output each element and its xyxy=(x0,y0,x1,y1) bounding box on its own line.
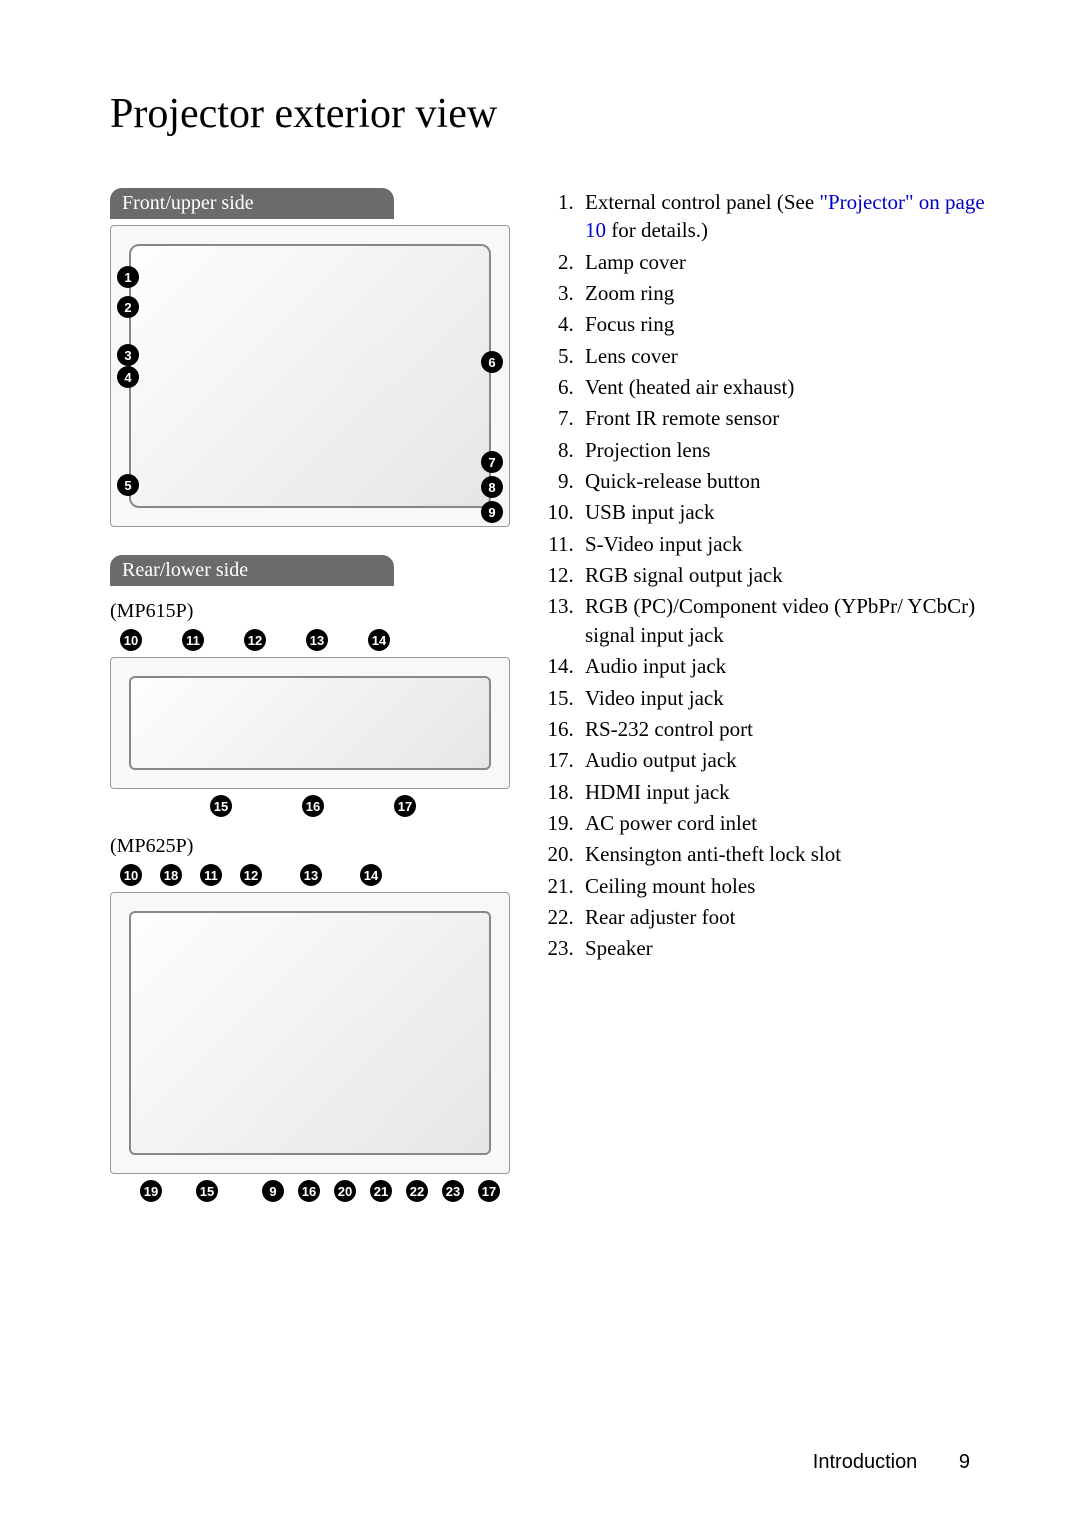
content-columns: Front/upper side 1 2 3 4 5 6 7 8 9 Rear/… xyxy=(110,188,990,1208)
legend-item-19: AC power cord inlet xyxy=(579,809,990,837)
legend-item-12: RGB signal output jack xyxy=(579,561,990,589)
legend-item-16: RS-232 control port xyxy=(579,715,990,743)
figure-rear-mp625p xyxy=(110,892,510,1174)
callout-17b: 17 xyxy=(478,1180,500,1202)
legend-item-14: Audio input jack xyxy=(579,652,990,680)
callout-7: 7 xyxy=(481,451,503,473)
section-tab-rear: Rear/lower side xyxy=(110,555,394,586)
rear2-top-callouts: 10 18 11 12 13 14 xyxy=(110,864,510,886)
callout-16b: 16 xyxy=(298,1180,320,1202)
callout-20: 20 xyxy=(334,1180,356,1202)
figure-rear-mp615p xyxy=(110,657,510,789)
callout-23: 23 xyxy=(442,1180,464,1202)
callout-10b: 10 xyxy=(120,864,142,886)
rear1-top-callouts: 10 11 12 13 14 xyxy=(110,629,510,651)
callout-22: 22 xyxy=(406,1180,428,1202)
projector-rear2-sketch xyxy=(129,911,491,1155)
callout-15b: 15 xyxy=(196,1180,218,1202)
rear1-bottom-callouts: 15 16 17 xyxy=(110,795,510,817)
legend-item-20: Kensington anti-theft lock slot xyxy=(579,840,990,868)
callout-19: 19 xyxy=(140,1180,162,1202)
figure-front-upper: 1 2 3 4 5 6 7 8 9 xyxy=(110,225,510,527)
callout-1: 1 xyxy=(117,266,139,288)
legend-item-4: Focus ring xyxy=(579,310,990,338)
callout-9: 9 xyxy=(481,501,503,523)
callout-5: 5 xyxy=(117,474,139,496)
legend-item-9: Quick-release button xyxy=(579,467,990,495)
legend-item-7: Front IR remote sensor xyxy=(579,404,990,432)
callout-12: 12 xyxy=(244,629,266,651)
callout-16: 16 xyxy=(302,795,324,817)
callout-14: 14 xyxy=(368,629,390,651)
legend-column: External control panel (See "Projector" … xyxy=(534,188,990,1208)
legend-text-1a: External control panel (See xyxy=(585,190,819,214)
legend-item-6: Vent (heated air exhaust) xyxy=(579,373,990,401)
legend-item-17: Audio output jack xyxy=(579,746,990,774)
legend-item-21: Ceiling mount holes xyxy=(579,872,990,900)
parts-legend: External control panel (See "Projector" … xyxy=(534,188,990,963)
callout-13b: 13 xyxy=(300,864,322,886)
callout-10: 10 xyxy=(120,629,142,651)
projector-rear1-sketch xyxy=(129,676,491,770)
model-label-mp615p: (MP615P) xyxy=(110,600,510,623)
callout-21: 21 xyxy=(370,1180,392,1202)
callout-15: 15 xyxy=(210,795,232,817)
callout-9b: 9 xyxy=(262,1180,284,1202)
callout-18: 18 xyxy=(160,864,182,886)
projector-front-sketch xyxy=(129,244,491,508)
legend-item-15: Video input jack xyxy=(579,684,990,712)
legend-item-11: S-Video input jack xyxy=(579,530,990,558)
callout-3: 3 xyxy=(117,344,139,366)
legend-item-18: HDMI input jack xyxy=(579,778,990,806)
callout-4: 4 xyxy=(117,366,139,388)
callout-11: 11 xyxy=(182,629,204,651)
legend-item-13: RGB (PC)/Component video (YPbPr/ YCbCr) … xyxy=(579,592,990,649)
legend-item-5: Lens cover xyxy=(579,342,990,370)
callout-2: 2 xyxy=(117,296,139,318)
callout-8: 8 xyxy=(481,476,503,498)
legend-item-8: Projection lens xyxy=(579,436,990,464)
legend-item-1: External control panel (See "Projector" … xyxy=(579,188,990,245)
legend-item-22: Rear adjuster foot xyxy=(579,903,990,931)
callout-13: 13 xyxy=(306,629,328,651)
legend-item-10: USB input jack xyxy=(579,498,990,526)
page-footer: Introduction 9 xyxy=(813,1451,970,1474)
footer-page-number: 9 xyxy=(959,1451,970,1473)
footer-section: Introduction xyxy=(813,1451,918,1473)
figures-column: Front/upper side 1 2 3 4 5 6 7 8 9 Rear/… xyxy=(110,188,510,1208)
model-label-mp625p: (MP625P) xyxy=(110,835,510,858)
legend-item-23: Speaker xyxy=(579,934,990,962)
rear2-bottom-callouts: 19 15 9 16 20 21 22 23 17 xyxy=(110,1180,510,1202)
callout-12b: 12 xyxy=(240,864,262,886)
legend-item-3: Zoom ring xyxy=(579,279,990,307)
callout-17: 17 xyxy=(394,795,416,817)
callout-11b: 11 xyxy=(200,864,222,886)
callout-6: 6 xyxy=(481,351,503,373)
callout-14b: 14 xyxy=(360,864,382,886)
page-title: Projector exterior view xyxy=(110,90,990,138)
legend-text-1b: for details.) xyxy=(606,218,708,242)
page: Projector exterior view Front/upper side… xyxy=(0,0,1080,1529)
section-tab-front: Front/upper side xyxy=(110,188,394,219)
legend-item-2: Lamp cover xyxy=(579,248,990,276)
